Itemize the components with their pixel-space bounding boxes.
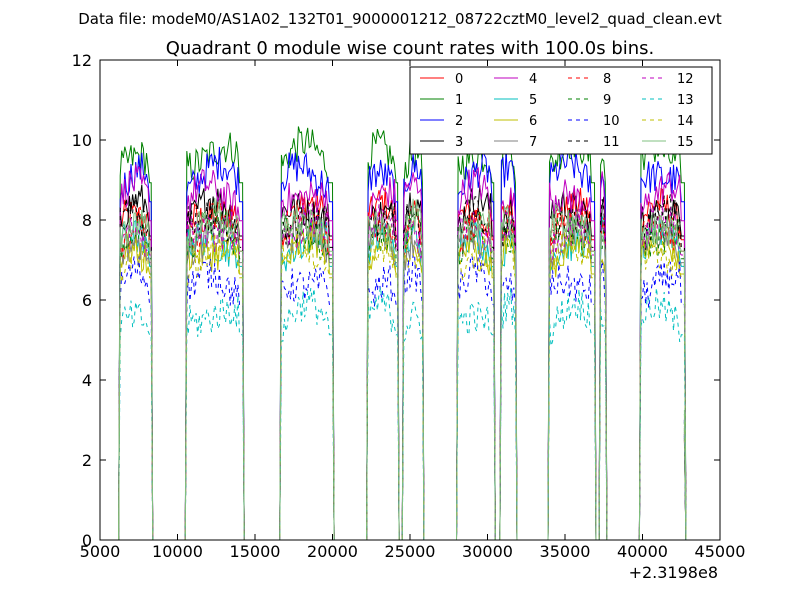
series-line-2 [118,146,687,541]
x-tick-label: 15000 [230,542,281,561]
legend-label-4: 4 [529,72,537,87]
x-tick-label: 35000 [540,542,591,561]
x-tick-label: 5000 [80,542,121,561]
legend-label-7: 7 [529,135,537,150]
chart-title: Quadrant 0 module wise count rates with … [166,38,655,59]
legend-label-0: 0 [455,72,463,87]
legend-label-14: 14 [677,114,694,129]
y-tick-label: 4 [82,371,92,390]
y-tick-label: 0 [82,531,92,550]
x-tick-label: 40000 [617,542,668,561]
x-tick-label: 25000 [385,542,436,561]
y-tick-label: 6 [82,291,92,310]
x-tick-label: 45000 [695,542,746,561]
legend-label-5: 5 [529,93,537,108]
series-line-14 [118,228,687,541]
y-tick-label: 8 [82,211,92,230]
legend-label-10: 10 [603,114,620,129]
legend-label-2: 2 [455,114,463,129]
x-tick-label: 20000 [307,542,358,561]
y-tick-label: 2 [82,451,92,470]
series-layer [118,126,687,541]
legend-label-8: 8 [603,72,611,87]
legend-label-3: 3 [455,135,463,150]
y-tick-label: 10 [72,131,92,150]
legend-label-15: 15 [677,135,694,150]
suptitle: Data file: modeM0/AS1A02_132T01_90000012… [78,10,722,29]
y-tick-label: 12 [72,51,92,70]
legend-label-12: 12 [677,72,694,87]
series-line-15 [118,197,687,541]
series-line-12 [118,203,687,541]
legend-label-6: 6 [529,114,537,129]
legend-label-9: 9 [603,93,611,108]
x-offset-label: +2.3198e8 [629,563,718,582]
x-tick-label: 30000 [462,542,513,561]
x-axis: 5000 10000 15000 20000 25000 30000 35000 40000 4… [80,60,746,561]
legend-label-13: 13 [677,93,694,108]
legend-label-11: 11 [603,135,620,150]
legend-frame [409,66,713,155]
series-line-4 [118,164,687,541]
legend-label-1: 1 [455,93,463,108]
series-line-11 [118,194,687,541]
x-tick-label: 10000 [152,542,203,561]
